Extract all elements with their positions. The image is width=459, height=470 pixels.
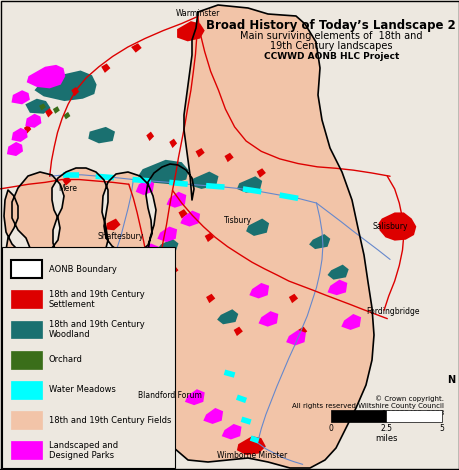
Polygon shape (88, 127, 115, 143)
Text: Salisbury: Salisbury (371, 222, 407, 231)
Polygon shape (233, 327, 242, 336)
Polygon shape (157, 239, 178, 254)
Polygon shape (62, 176, 71, 186)
Polygon shape (221, 424, 241, 439)
Polygon shape (138, 160, 188, 184)
Polygon shape (53, 106, 60, 114)
Text: Main surviving elements of  18th and: Main surviving elements of 18th and (240, 31, 421, 40)
Polygon shape (106, 219, 120, 230)
Text: AONB Boundary: AONB Boundary (49, 265, 117, 274)
Polygon shape (45, 108, 53, 118)
Text: CCWWD AONB HLC Project: CCWWD AONB HLC Project (263, 52, 398, 61)
Bar (11, 321, 42, 338)
Polygon shape (236, 436, 265, 455)
Polygon shape (236, 176, 262, 193)
Bar (11, 411, 42, 429)
Polygon shape (131, 43, 141, 53)
Text: N: N (446, 376, 454, 385)
Bar (11, 381, 42, 399)
Text: Shaftesbury: Shaftesbury (97, 232, 143, 241)
Polygon shape (151, 267, 171, 283)
Text: Wimborne Minster: Wimborne Minster (217, 451, 286, 461)
Polygon shape (341, 314, 360, 330)
Polygon shape (180, 211, 200, 227)
Polygon shape (217, 309, 238, 324)
Polygon shape (166, 192, 186, 208)
Polygon shape (116, 305, 137, 320)
Polygon shape (34, 70, 96, 101)
Text: miles: miles (375, 434, 397, 443)
Polygon shape (246, 219, 269, 236)
Text: 18th and 19th Century
Settlement: 18th and 19th Century Settlement (49, 290, 144, 309)
Text: 0: 0 (328, 424, 333, 433)
Polygon shape (204, 233, 213, 242)
Polygon shape (169, 266, 178, 275)
Text: Orchard: Orchard (49, 355, 83, 364)
Polygon shape (39, 103, 46, 110)
Polygon shape (135, 180, 154, 195)
Polygon shape (185, 389, 204, 405)
Polygon shape (25, 114, 41, 128)
Polygon shape (146, 132, 154, 141)
Text: Broad History of Today’s Landscape 2: Broad History of Today’s Landscape 2 (206, 19, 455, 32)
Polygon shape (169, 139, 177, 148)
Polygon shape (7, 142, 23, 156)
Polygon shape (4, 5, 373, 468)
Polygon shape (297, 327, 307, 336)
Bar (330, 410, 386, 422)
Polygon shape (285, 330, 305, 345)
Text: Fordingbridge: Fordingbridge (366, 306, 419, 316)
Polygon shape (155, 383, 174, 396)
Polygon shape (128, 262, 148, 277)
Polygon shape (11, 128, 28, 142)
Bar (2, 247, 174, 468)
Text: 5: 5 (438, 424, 443, 433)
Text: Water Meadows: Water Meadows (49, 385, 115, 394)
Text: 18th and 19th Century Fields: 18th and 19th Century Fields (49, 415, 171, 425)
Text: Landscaped and
Designed Parks: Landscaped and Designed Parks (49, 441, 118, 460)
Polygon shape (71, 87, 79, 96)
Text: 18th and 19th Century
Woodland: 18th and 19th Century Woodland (49, 320, 144, 339)
Polygon shape (178, 209, 187, 219)
Polygon shape (327, 265, 348, 280)
Text: Mere: Mere (58, 184, 78, 194)
Bar (11, 290, 42, 308)
Polygon shape (63, 112, 70, 119)
Polygon shape (308, 234, 330, 249)
Text: 19th Century landscapes: 19th Century landscapes (269, 41, 392, 51)
Bar (11, 351, 42, 368)
Polygon shape (256, 168, 265, 178)
Polygon shape (101, 63, 110, 73)
Polygon shape (195, 148, 204, 157)
Polygon shape (157, 227, 177, 242)
Polygon shape (378, 212, 415, 241)
Polygon shape (139, 243, 158, 259)
Bar (386, 410, 441, 422)
Polygon shape (288, 294, 297, 303)
Text: Warminster: Warminster (175, 8, 219, 18)
Text: © Crown copyright.
All rights reserved Wiltshire County Council
100023455. 2008: © Crown copyright. All rights reserved W… (291, 396, 443, 416)
Bar (11, 441, 42, 459)
Polygon shape (249, 283, 269, 298)
Polygon shape (327, 280, 347, 295)
Text: Blandford Forum: Blandford Forum (138, 391, 202, 400)
Polygon shape (27, 65, 65, 88)
Polygon shape (203, 408, 223, 424)
Polygon shape (206, 294, 215, 303)
Polygon shape (177, 21, 204, 41)
Polygon shape (258, 311, 278, 327)
Polygon shape (224, 153, 233, 162)
Polygon shape (190, 172, 218, 189)
Polygon shape (24, 125, 31, 134)
Text: 2.5: 2.5 (380, 424, 392, 433)
Polygon shape (25, 99, 50, 114)
Polygon shape (11, 90, 30, 104)
Text: Tisbury: Tisbury (224, 216, 252, 226)
Bar (11, 260, 42, 278)
